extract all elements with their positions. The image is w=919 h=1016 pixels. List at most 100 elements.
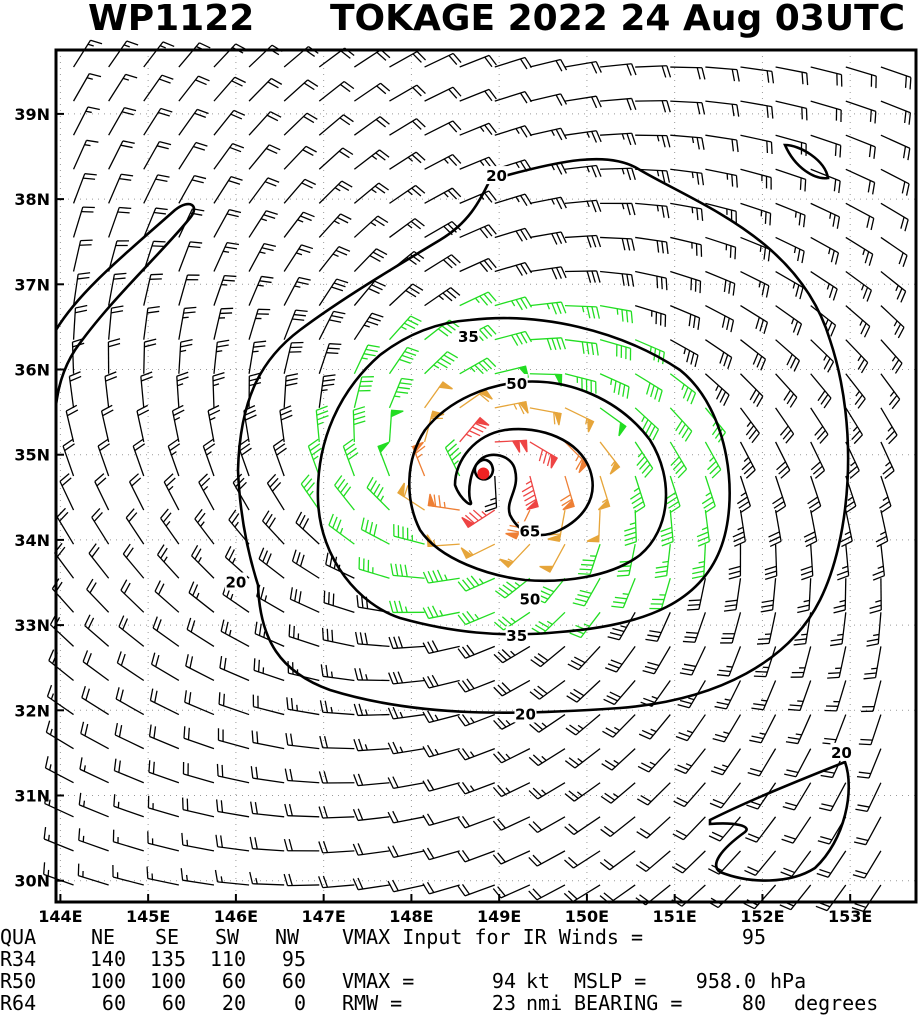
wind-barb (530, 128, 567, 140)
wind-barb (179, 209, 204, 238)
wind-barb (744, 885, 776, 909)
wind-barb (186, 654, 214, 680)
wind-barb (321, 664, 354, 680)
wind-barb (179, 275, 200, 306)
wind-barb (846, 203, 874, 230)
wind-barb (530, 338, 566, 350)
wind-barb (630, 476, 644, 513)
wind-barb (458, 576, 495, 591)
wind-barb (354, 739, 390, 751)
wind-barb (495, 297, 532, 310)
vmax-ir-label: VMAX Input for IR Winds = (342, 924, 643, 950)
wind-barb (319, 841, 355, 853)
wind-barb (879, 476, 891, 513)
wind-barb (83, 650, 109, 680)
wind-barb (74, 140, 99, 169)
wind-barb (570, 612, 600, 637)
wind-barb (708, 851, 740, 874)
y-tick-label: 39N (14, 105, 50, 124)
wind-barb (635, 374, 662, 402)
wind-barb (495, 402, 528, 414)
wind-barb (217, 764, 249, 783)
wind-barb (389, 316, 421, 340)
wind-barb (680, 646, 705, 675)
wind-barb (319, 375, 335, 408)
wind-barb (425, 155, 461, 170)
wind-barb (354, 377, 374, 408)
wind-barb (50, 614, 73, 646)
contour-label: 20 (515, 706, 536, 724)
wind-barb (811, 135, 841, 157)
wind-barb (565, 271, 600, 283)
contour-label: 35 (506, 627, 527, 645)
wind-barb (720, 612, 740, 643)
wind-barb (604, 680, 636, 704)
wind-barb (776, 340, 800, 372)
wind-barb (423, 641, 460, 654)
wind-barb (359, 557, 389, 578)
wind-barb (148, 831, 179, 851)
wind-barb (149, 760, 179, 782)
wind-barb (861, 680, 881, 711)
wind-barb (530, 232, 566, 245)
wind-barb (354, 216, 388, 237)
wind-barb (797, 578, 810, 612)
wind-barb (772, 476, 785, 513)
wind-barb (81, 722, 109, 749)
row-label-r64: R64 (0, 990, 36, 1016)
wind-barb (44, 827, 73, 851)
wind-barb (428, 494, 459, 510)
wind-barb (214, 276, 236, 306)
wind-barb (301, 475, 319, 510)
bearing-unit: degrees (794, 990, 878, 1016)
wind-barb (445, 440, 460, 476)
wind-barb (78, 864, 108, 885)
wind-barb (141, 372, 153, 408)
wind-barb (635, 442, 652, 478)
wind-barb (353, 878, 389, 890)
wind-barb (354, 249, 387, 272)
wind-barb (137, 405, 149, 442)
wind-barb (74, 74, 101, 102)
wind-barb (740, 442, 755, 478)
wind-barb (354, 281, 385, 305)
wind-barb (670, 272, 700, 294)
x-tick-label: 147E (301, 907, 345, 926)
wind-barb (635, 203, 669, 218)
wind-barb (284, 342, 303, 373)
wind-barb (115, 723, 144, 749)
wind-barb (284, 146, 316, 169)
wind-barb (565, 817, 600, 835)
wind-barb (249, 276, 273, 305)
wind-barb (284, 310, 307, 340)
wind-barb (846, 67, 876, 88)
wind-barb (568, 646, 600, 669)
wind-barb (109, 174, 133, 203)
wind-barb (423, 882, 460, 894)
wind-barb (705, 374, 729, 406)
wind-barb (57, 508, 73, 544)
wind-barb (530, 267, 566, 279)
wind-barb (184, 726, 214, 748)
wind-barb (485, 476, 497, 511)
r64-se: 60 (140, 990, 186, 1016)
wind-barb (354, 83, 389, 101)
wind-barb (876, 510, 888, 547)
wind-barb (817, 851, 846, 877)
wind-barb (873, 544, 885, 580)
wind-barb (565, 131, 601, 143)
wind-barb (152, 653, 179, 681)
wind-barb (495, 331, 532, 345)
wind-barb (388, 777, 424, 789)
wind-barb (284, 212, 314, 237)
wind-barb (355, 668, 390, 680)
wind-barb (354, 774, 390, 786)
wind-barb (500, 544, 530, 567)
wind-barb (92, 508, 109, 544)
wind-barb (881, 306, 904, 338)
wind-barb (173, 405, 185, 441)
vmax-ir-value: 95 (710, 924, 766, 950)
wind-barb (284, 839, 319, 851)
wind-barb (323, 628, 355, 647)
